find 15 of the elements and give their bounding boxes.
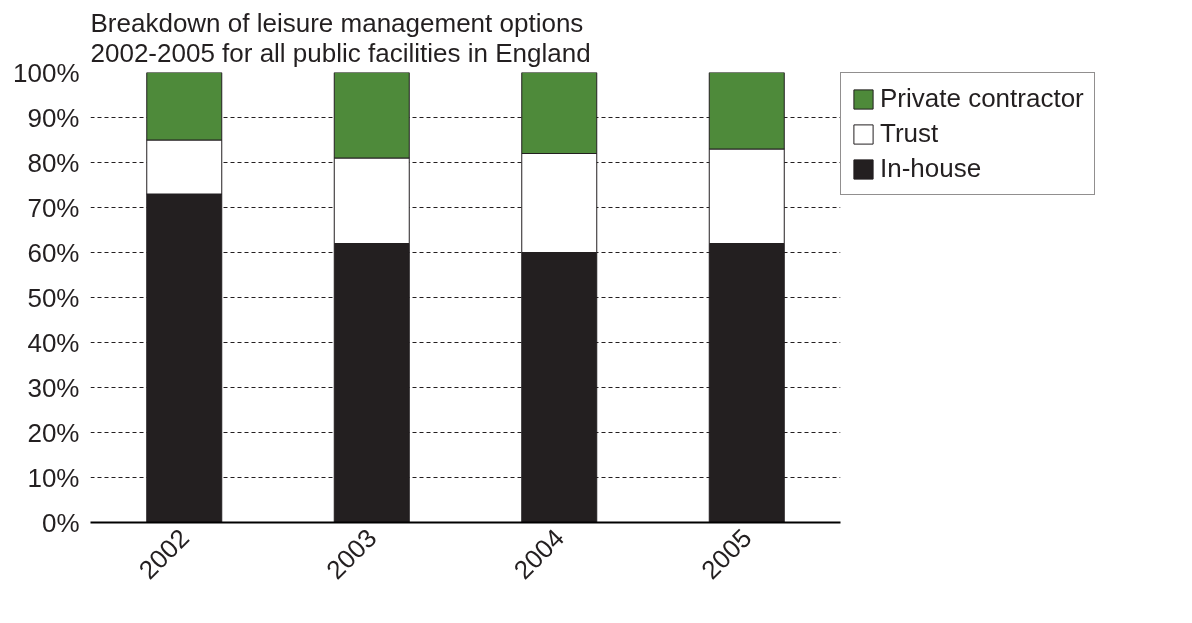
y-tick-label: 80%	[27, 147, 80, 178]
y-tick-label: 60%	[27, 237, 80, 268]
y-tick-label: 30%	[27, 372, 80, 403]
y-tick-label: 10%	[27, 462, 80, 493]
y-tick-label: 50%	[27, 282, 80, 313]
y-tick-label: 20%	[27, 417, 80, 448]
y-tick-label: 90%	[27, 102, 80, 133]
y-tick-label: 0%	[41, 507, 80, 538]
y-tick-label: 100%	[13, 57, 80, 88]
y-tick-label: 70%	[27, 192, 80, 223]
y-tick-label: 40%	[27, 327, 80, 358]
legend-label: Trust	[880, 118, 939, 149]
legend-label: Private contractor	[880, 83, 1084, 114]
legend-label: In-house	[880, 153, 982, 184]
chart-title: Breakdown of leisure management options 2002-2005 for all public facilities in England	[90, 7, 591, 68]
